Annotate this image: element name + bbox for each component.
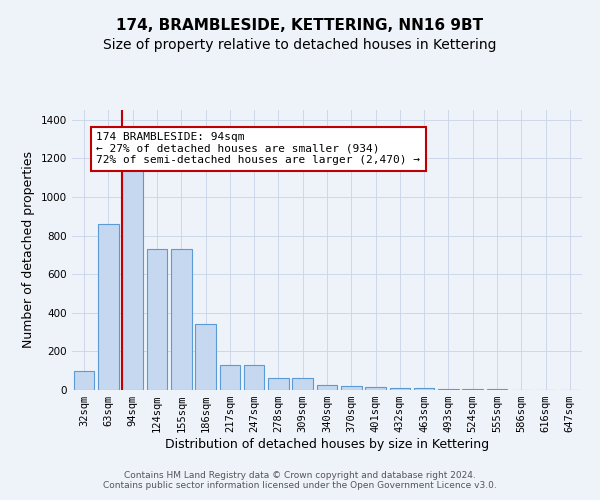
Bar bbox=[268, 378, 289, 390]
Bar bbox=[195, 324, 216, 390]
Bar bbox=[244, 365, 265, 390]
Bar bbox=[122, 152, 143, 390]
Bar bbox=[438, 389, 459, 390]
Bar bbox=[220, 365, 240, 390]
Text: Contains HM Land Registry data © Crown copyright and database right 2024.
Contai: Contains HM Land Registry data © Crown c… bbox=[103, 470, 497, 490]
Bar bbox=[365, 387, 386, 390]
Bar bbox=[74, 370, 94, 390]
Text: Size of property relative to detached houses in Kettering: Size of property relative to detached ho… bbox=[103, 38, 497, 52]
Bar bbox=[463, 389, 483, 390]
Text: 174 BRAMBLESIDE: 94sqm
← 27% of detached houses are smaller (934)
72% of semi-de: 174 BRAMBLESIDE: 94sqm ← 27% of detached… bbox=[96, 132, 420, 166]
Y-axis label: Number of detached properties: Number of detached properties bbox=[22, 152, 35, 348]
Bar bbox=[171, 249, 191, 390]
Bar bbox=[414, 388, 434, 390]
Bar bbox=[146, 249, 167, 390]
Bar bbox=[292, 378, 313, 390]
Text: 174, BRAMBLESIDE, KETTERING, NN16 9BT: 174, BRAMBLESIDE, KETTERING, NN16 9BT bbox=[116, 18, 484, 32]
X-axis label: Distribution of detached houses by size in Kettering: Distribution of detached houses by size … bbox=[165, 438, 489, 451]
Bar bbox=[98, 224, 119, 390]
Bar bbox=[341, 386, 362, 390]
Bar bbox=[317, 385, 337, 390]
Bar bbox=[389, 388, 410, 390]
